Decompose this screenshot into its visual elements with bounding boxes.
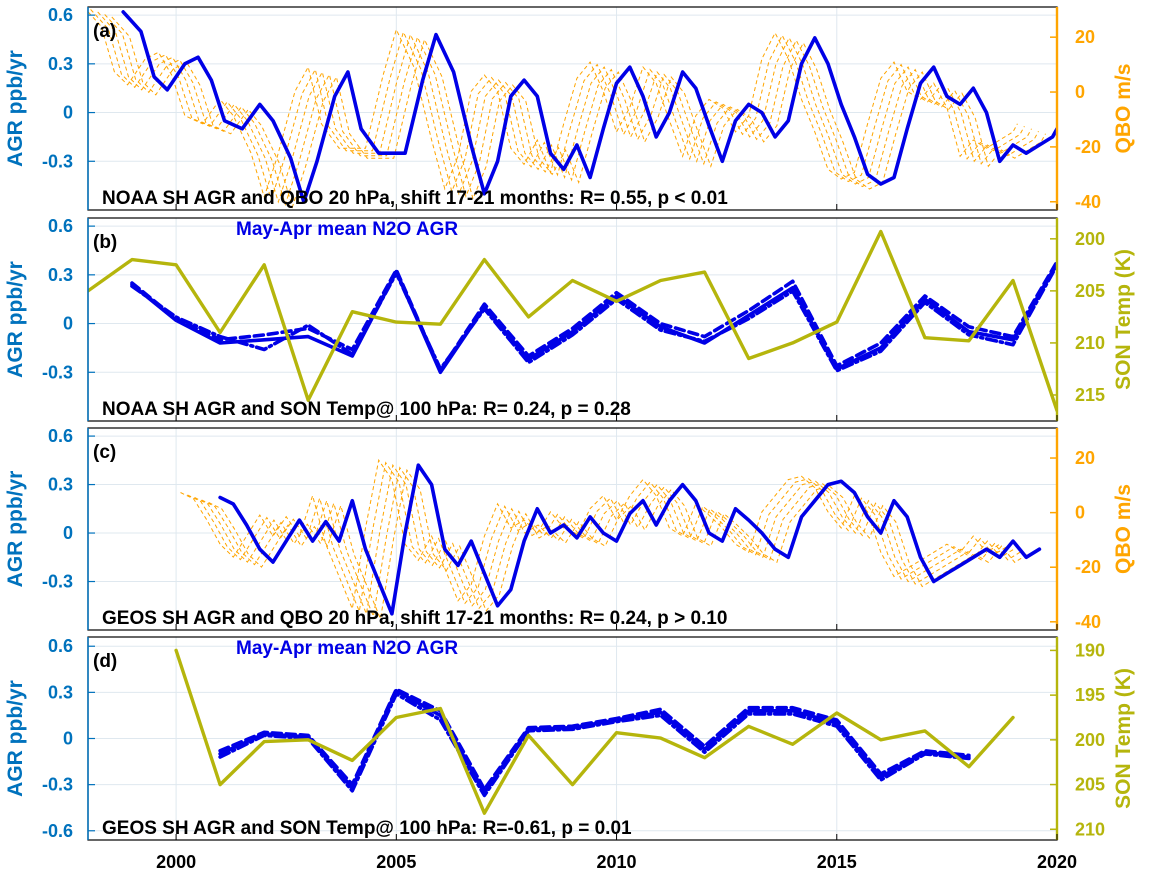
son-temp-line bbox=[174, 648, 1015, 815]
right-tick-label: 205 bbox=[1075, 281, 1105, 301]
left-tick-label: 0.3 bbox=[48, 54, 73, 74]
left-tick-label: 0.6 bbox=[48, 5, 73, 25]
right-tick-label: 0 bbox=[1075, 82, 1085, 102]
agr-line-solid bbox=[121, 10, 1057, 204]
stats-annotation: GEOS SH AGR and SON Temp@ 100 hPa: R=-0.… bbox=[102, 818, 632, 839]
right-tick-label: 205 bbox=[1075, 775, 1105, 795]
left-tick-label: -0.3 bbox=[42, 572, 73, 592]
left-tick-label: 0.3 bbox=[48, 475, 73, 495]
right-tick-label: 195 bbox=[1075, 685, 1105, 705]
right-tick-label: 190 bbox=[1075, 640, 1105, 660]
panel-letter: (b) bbox=[93, 232, 117, 253]
right-tick-label: -20 bbox=[1075, 557, 1101, 577]
right-tick-label: 210 bbox=[1075, 819, 1105, 839]
left-axis-label: AGR ppb/yr bbox=[4, 680, 27, 797]
left-tick-label: 0.6 bbox=[48, 636, 73, 656]
plot-area bbox=[88, 218, 1057, 421]
right-tick-label: -40 bbox=[1075, 192, 1101, 212]
qbo-shifted-line bbox=[88, 11, 1018, 199]
agr-line-solid bbox=[218, 689, 971, 795]
left-tick-label: 0.6 bbox=[48, 426, 73, 446]
left-tick-label: -0.3 bbox=[42, 151, 73, 171]
x-tick-label: 2015 bbox=[817, 852, 857, 872]
qbo-shifted-line bbox=[90, 9, 1025, 202]
left-tick-label: 0 bbox=[63, 103, 73, 123]
qbo-shifted-line bbox=[97, 11, 1032, 204]
panel-c: 0.6 0.3 0 -0.3 20 0 -20 -40 AGR ppb/yr QBO m/s (c)… bbox=[4, 426, 1135, 632]
right-axis-label: SON Temp (K) bbox=[1112, 249, 1135, 390]
plot-lines bbox=[88, 9, 1057, 209]
panel-letter: (d) bbox=[93, 651, 117, 672]
agr-line-dashdot bbox=[218, 692, 971, 798]
right-tick-label: -40 bbox=[1075, 612, 1101, 632]
panel-a: 0.6 0.3 0 -0.3 20 0 -20 -40 AGR ppb/yr QBO m/s (a)… bbox=[4, 5, 1135, 212]
right-tick-label: 0 bbox=[1075, 503, 1085, 523]
x-tick-label: 2000 bbox=[156, 852, 196, 872]
left-axis-label: AGR ppb/yr bbox=[4, 471, 27, 588]
stats-annotation: NOAA SH AGR and SON Temp@ 100 hPa: R= 0.… bbox=[102, 399, 631, 420]
qbo-shifted-line bbox=[104, 14, 1039, 207]
right-tick-label: -20 bbox=[1075, 137, 1101, 157]
right-tick-label: 210 bbox=[1075, 333, 1105, 353]
left-tick-label: 0.6 bbox=[48, 216, 73, 236]
left-axis-label: AGR ppb/yr bbox=[4, 50, 27, 167]
left-tick-label: 0 bbox=[63, 314, 73, 334]
panel-letter: (c) bbox=[93, 442, 116, 463]
qbo-shifted-line bbox=[194, 463, 1015, 616]
right-tick-label: 215 bbox=[1075, 385, 1105, 405]
stats-annotation: GEOS SH AGR and QBO 20 hPa, shift 17-21 … bbox=[102, 608, 727, 629]
qbo-shifted-line bbox=[201, 466, 1022, 619]
series-note: May-Apr mean N2O AGR bbox=[236, 219, 458, 240]
left-tick-label: 0 bbox=[63, 729, 73, 749]
qbo-shifted-line bbox=[111, 16, 1046, 209]
panel-d: 0.6 0.3 0 -0.3 -0.6 190 195 200 205 210 AGR ppb/yr… bbox=[4, 636, 1135, 841]
right-tick-label: 20 bbox=[1075, 448, 1095, 468]
left-tick-label: 0 bbox=[63, 523, 73, 543]
right-tick-label: 200 bbox=[1075, 730, 1105, 750]
qbo-shifted-line bbox=[187, 461, 1008, 614]
panel-b: 0.6 0.3 0 -0.3 200 205 210 215 AGR ppb/yr SON Tem… bbox=[4, 216, 1135, 422]
plot-lines bbox=[180, 458, 1042, 621]
left-tick-label: 0.3 bbox=[48, 682, 73, 702]
left-tick-label: -0.3 bbox=[42, 362, 73, 382]
stats-annotation: NOAA SH AGR and QBO 20 hPa, shift 17-21 … bbox=[102, 188, 728, 209]
right-tick-label: 20 bbox=[1075, 27, 1095, 47]
son-temp-line bbox=[88, 229, 1057, 413]
left-axis-label: AGR ppb/yr bbox=[4, 261, 27, 378]
x-tick-label: 2010 bbox=[597, 852, 637, 872]
panel-letter: (a) bbox=[93, 21, 116, 42]
left-tick-label: -0.3 bbox=[42, 775, 73, 795]
plot-lines bbox=[88, 229, 1057, 413]
right-axis-label: SON Temp (K) bbox=[1112, 668, 1135, 809]
left-tick-label: -0.6 bbox=[42, 821, 73, 841]
right-axis-label: QBO m/s bbox=[1112, 64, 1135, 154]
right-axis-label: QBO m/s bbox=[1112, 484, 1135, 574]
plot-lines bbox=[174, 648, 1015, 815]
left-tick-label: 0.3 bbox=[48, 265, 73, 285]
agr-line-dashed bbox=[218, 687, 971, 792]
series-note: May-Apr mean N2O AGR bbox=[236, 638, 458, 659]
right-tick-label: 200 bbox=[1075, 229, 1105, 249]
x-tick-label: 2020 bbox=[1037, 852, 1077, 872]
x-tick-label: 2005 bbox=[376, 852, 416, 872]
agr-line-solid bbox=[218, 463, 1042, 616]
